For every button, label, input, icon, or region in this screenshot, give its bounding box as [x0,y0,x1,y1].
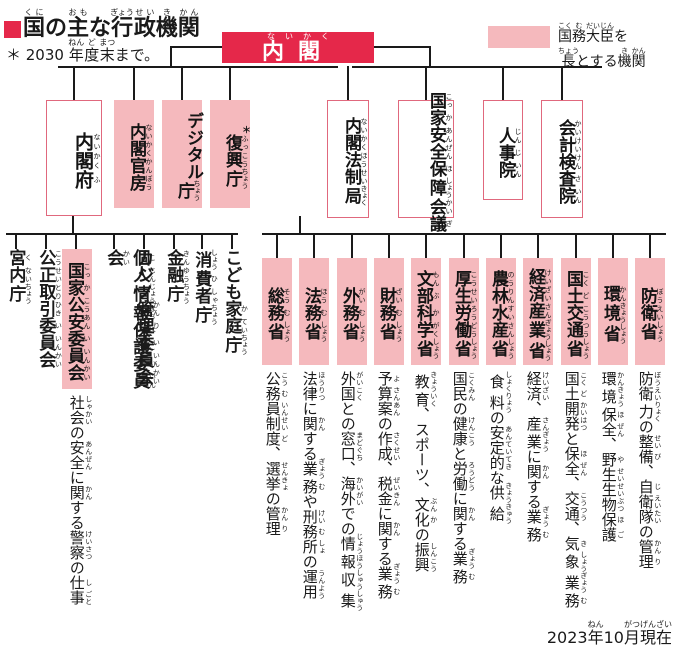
connector-line [561,66,563,100]
connector-line [170,46,172,68]
ministry-box-5[interactable]: 厚こう生せい労ろう働どう省しょう [449,258,479,365]
connector-line [352,66,602,68]
ministry-box-3[interactable]: 財ざい務む省しょう [374,258,404,365]
ministry-box-9[interactable]: 環かん境きょう省しょう [598,258,628,365]
ministry-box-1[interactable]: 法ほう務む省しょう [299,258,329,365]
cabinet-secretariat-box[interactable]: 内ない閣かく官かん房ぼう [114,100,154,208]
connector-line [276,233,278,258]
connector-line [173,233,175,249]
cabinet-office-box[interactable]: 内ない閣かく府ふ [46,100,102,216]
ministry-description-0: 公こう務 む員 いん制 せい度 ど、選 せん挙 きょの管 かん理り [263,371,289,536]
connector-line [612,233,614,258]
ministry-box-0[interactable]: 総そう務む省しょう [262,258,292,365]
connector-line [463,233,465,258]
connector-line [58,66,338,68]
connector-line [170,46,224,48]
connector-line [347,66,349,100]
ministry-description-6: 食しょく料 りょうの安 あん定 てい的 てきな供 きょう給 きゅう [487,371,513,524]
ministry-description-8: 国こく土 ど開 かい発 はつと保 ほ全 ぜん、交 こう通 つう、気 き象 しょう業 ぎょう務む [562,371,588,608]
cabinet-box[interactable]: 内ない 閣かく [222,32,374,64]
agency-children-families[interactable]: こども家 か庭 てい庁 ちょう [221,249,249,355]
agency-consumer-affairs[interactable]: 消しょう費 ひ者 しゃ庁 ちょう [191,249,219,325]
agency-fair-trade-commission[interactable]: 公こう正 せい取 とり引 ひき委 い員 いん会 かい [35,249,63,368]
agency-national-public-safety-commission-description: 社しゃ会 かいの安 あん全 ぜんに関 かんする警 けい察 さつの仕 し事 ごと [67,395,93,605]
connector-line [351,233,353,258]
connector-line [6,233,238,235]
agency-national-public-safety-commission[interactable]: 国こっ家か公こう安あん委い員いん会かい [62,249,92,389]
ministry-box-7[interactable]: 経けい済ざい産さん業ぎょう省しょう [523,258,553,365]
connector-line [388,233,390,258]
connector-line [229,66,231,100]
connector-line [425,66,427,100]
connector-line [201,233,203,249]
connector-line [575,233,577,258]
ministry-description-4: 教きょう育 いく、スポーツ、文 ぶん化 かの振 しん興 こう [412,371,438,572]
board-of-audit-box[interactable]: 会かい計けい検けん査さ院いん [541,100,583,218]
connector-line [429,46,431,68]
connector-line [133,66,135,100]
ministry-box-4[interactable]: 文もん部ぶ科か学がく省しょう [411,258,441,365]
agency-personal-info-protection-commission[interactable]: 個こ人 じん情 じょう報 ほう保 ほ護 ご委 い員 いん会 かい [103,249,157,389]
connector-line [649,233,651,258]
connector-line [373,46,431,48]
connector-line [181,66,183,100]
footnote-asterisk-note: ＊ 2030 年ねん度ど末まつまで。 [6,38,160,65]
connector-line [75,233,77,249]
ministry-description-1: 法ほう律 りつに関 かんする業 ぎょう務 むや刑 けい務 む所 しょの運 うん用 よう [300,371,326,599]
legend-swatch-minister [488,26,550,48]
connector-line [113,233,115,249]
connector-line [313,233,315,258]
personnel-authority-box[interactable]: 人じん事じ院いん [483,100,523,200]
ministry-description-10: 防ぼう衛 えい力 りょくの整 せい備 び、自 じ衛 えい隊 たいの管 かん理り [636,371,662,569]
connector-line [299,216,301,234]
page-title: 国くにの主おもな行ぎょう政せい機き関かん [4,8,200,40]
legend-label-line1: 国こく務む大だい臣じんを [558,22,628,46]
connector-line [45,233,47,249]
connector-line [231,233,233,249]
ministry-description-7: 経けい済 ざい、産 さん業 ぎょうに関 かんする業 ぎょう務む [524,371,550,542]
title-square-icon [4,21,21,38]
ministry-description-5: 国こく民 みんの健 けん康 こうと労 ろう働 どうに関 かんする業 ぎょう務む [450,371,476,584]
connector-line [72,216,74,234]
ministry-description-3: 予よ算 さん案 あんの作 さく成 せい、税 ぜい金 きんに関 かんする業 ぎょう務む [375,371,401,599]
agency-casino-regulatory-commission[interactable]: カジノ管 かん理 り委 い員 いん会 かい [133,249,161,385]
cabinet-legislation-bureau-box[interactable]: 内ない閣かく法ほう制せい局きょく [327,100,369,218]
national-security-council-box[interactable]: 国こっ家か安あん全ぜん保ほ障しょう会かい議ぎ [398,92,454,232]
connector-line [73,66,75,100]
connector-line [502,66,504,100]
ministry-box-10[interactable]: 防ぼう衛えい省しょう [635,258,665,365]
agency-imperial-household[interactable]: 宮く内 ない庁 ちょう [5,249,33,304]
title-text: 国くにの主おもな行ぎょう政せい機き関かん [23,8,200,41]
reconstruction-agency-box[interactable]: ＊復ふっ興こう庁ちょう [210,100,250,208]
ministry-box-2[interactable]: 外がい務む省しょう [337,258,367,365]
legend: 国こく務む大だい臣じんを 長ちょうとする機き関かん [488,22,646,73]
connector-line [537,233,539,258]
connector-line [500,233,502,258]
ministry-box-6[interactable]: 農のう林りん水すい産さん省しょう [486,258,516,365]
connector-line [15,233,17,249]
legend-label-line2: 長ちょうとする機き関かん [558,47,646,71]
digital-agency-box[interactable]: デジタル庁ちょう [162,100,203,208]
connector-line [425,233,427,258]
ministry-box-8[interactable]: 国こく土ど交こう通つう省しょう [561,258,591,365]
connector-line [143,233,145,249]
ministry-description-2: 外がい国 こくとの窓 まど口 ぐち、海 かい外 がいでの情 じょう報 ほう収 しゅう集 しゅう [338,371,364,611]
as-of-date: 2023年ねん10月がつ現げん在ざい [546,620,672,648]
agency-financial-services[interactable]: 金きん融 ゆう庁 ちょう [163,249,191,304]
ministry-description-9: 環かん境 きょう保 ほ全 ぜん、野 や生 せい生 せい物 ぶつ保 ほ護ご [599,371,625,542]
